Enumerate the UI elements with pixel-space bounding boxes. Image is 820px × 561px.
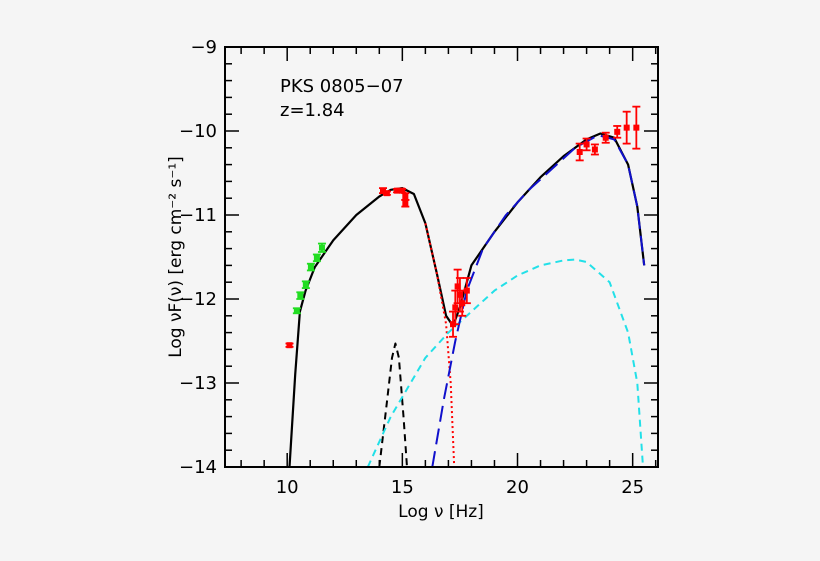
data-point bbox=[382, 190, 391, 197]
marker bbox=[452, 304, 459, 311]
marker bbox=[591, 146, 598, 153]
y-tick-label: −10 bbox=[179, 121, 217, 142]
y-axis-label: Log νF(ν) [erg cm⁻² s⁻¹] bbox=[166, 156, 186, 358]
marker bbox=[307, 264, 314, 271]
marker bbox=[399, 187, 406, 194]
model-curve-dashed bbox=[378, 342, 408, 467]
redshift-annotation: z=1.84 bbox=[280, 100, 345, 121]
model-curve-solid bbox=[288, 132, 646, 467]
y-tick-label: −11 bbox=[179, 205, 217, 226]
x-tick-label: 20 bbox=[506, 477, 529, 498]
marker bbox=[394, 187, 401, 194]
data-point bbox=[458, 289, 467, 317]
data-point bbox=[462, 277, 471, 305]
marker bbox=[576, 149, 583, 155]
data-point bbox=[401, 192, 410, 201]
data-point bbox=[590, 143, 599, 156]
marker bbox=[313, 254, 320, 261]
model-curve-dotted bbox=[424, 223, 456, 467]
y-tick-label: −9 bbox=[190, 37, 217, 58]
axes: 10 15 20 25 −9 −10 −11 −12 −13 −14 bbox=[179, 37, 659, 498]
marker bbox=[614, 128, 621, 135]
marker bbox=[302, 281, 309, 288]
data-point bbox=[401, 198, 410, 208]
marker bbox=[583, 141, 590, 148]
data-point bbox=[613, 125, 622, 139]
marker bbox=[623, 124, 630, 131]
y-tick-label: −14 bbox=[179, 457, 217, 478]
data-point bbox=[622, 110, 631, 145]
marker bbox=[456, 291, 463, 298]
x-axis-label: Log ν [Hz] bbox=[398, 502, 484, 522]
data-point bbox=[317, 242, 326, 253]
marker bbox=[286, 342, 293, 349]
data-point bbox=[582, 137, 591, 152]
marker bbox=[402, 193, 409, 200]
data-point bbox=[575, 142, 584, 162]
marker bbox=[463, 287, 470, 294]
marker bbox=[402, 200, 409, 207]
data-point bbox=[292, 307, 301, 315]
data-point bbox=[285, 342, 294, 349]
x-tick-label: 10 bbox=[276, 477, 299, 498]
marker bbox=[633, 124, 640, 131]
model-curve-dashed bbox=[366, 258, 644, 467]
marker bbox=[454, 283, 461, 290]
data-point bbox=[312, 253, 321, 263]
source-name-annotation: PKS 0805−07 bbox=[280, 76, 404, 97]
x-tick-label: 15 bbox=[391, 477, 414, 498]
model-curve-longdash bbox=[431, 134, 646, 467]
marker bbox=[293, 307, 300, 314]
data-points bbox=[285, 105, 641, 349]
y-tick-label: −12 bbox=[179, 289, 217, 310]
marker bbox=[318, 244, 325, 251]
y-tick-label: −13 bbox=[179, 373, 217, 394]
marker bbox=[459, 300, 466, 307]
marker bbox=[297, 292, 304, 299]
marker bbox=[383, 190, 390, 197]
data-point bbox=[306, 262, 315, 272]
model-curves bbox=[288, 132, 646, 467]
marker bbox=[602, 134, 609, 141]
data-point bbox=[301, 280, 310, 289]
x-tick-label: 25 bbox=[621, 477, 644, 498]
data-point bbox=[296, 291, 305, 300]
data-point bbox=[632, 105, 641, 150]
plot-frame bbox=[224, 46, 659, 468]
data-point bbox=[601, 131, 610, 144]
